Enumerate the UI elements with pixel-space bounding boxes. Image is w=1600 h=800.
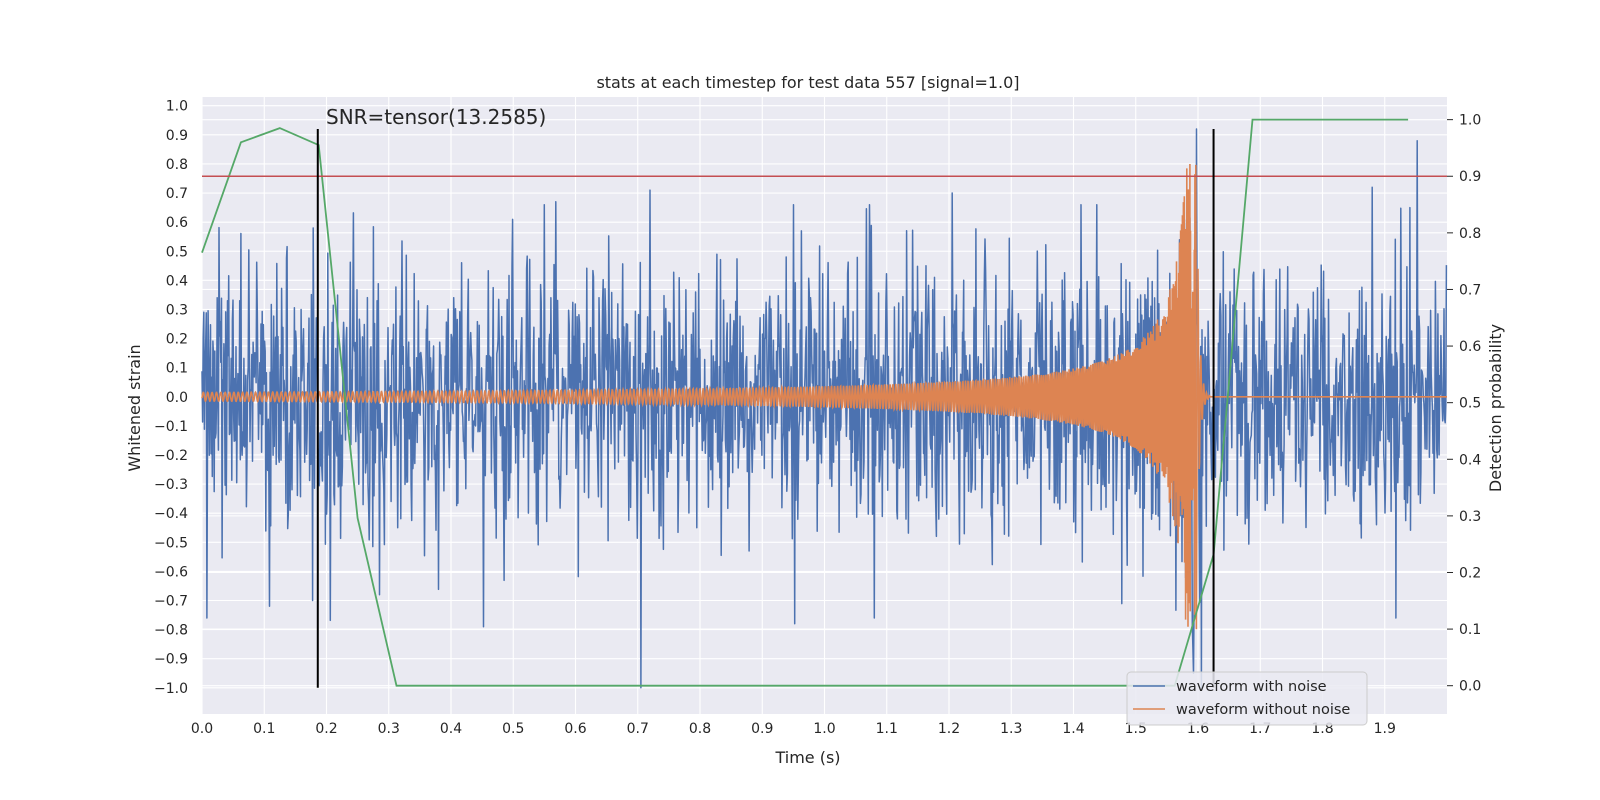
x-tick-label: 0.0: [191, 721, 213, 737]
y-axis-label: Whitened strain: [125, 344, 144, 471]
y2-tick-label: 0.1: [1459, 622, 1481, 638]
x-axis-label: Time (s): [774, 748, 840, 767]
y-tick-label: −0.3: [154, 477, 188, 493]
legend-label-noise: waveform with noise: [1176, 679, 1327, 695]
y2-tick-label: 0.2: [1459, 565, 1481, 581]
y-tick-label: 0.2: [166, 332, 188, 348]
y2-tick-label: 0.6: [1459, 339, 1481, 355]
y-tick-label: −0.2: [154, 448, 188, 464]
y-tick-label: 0.6: [166, 215, 188, 231]
y2-axis-ticks: 0.0 0.1 0.2 0.3 0.4 0.5 0.6 0.7 0.8 0.9 1.0: [1447, 113, 1481, 695]
y-tick-label: −1.0: [154, 681, 188, 697]
legend: waveform with noise waveform without noi…: [1126, 671, 1368, 726]
x-tick-label: 1.9: [1374, 721, 1396, 737]
y-tick-label: −0.6: [154, 564, 188, 580]
x-tick-label: 1.3: [1000, 721, 1022, 737]
y-tick-label: 0.9: [166, 128, 188, 144]
y-tick-label: −0.9: [154, 652, 188, 668]
x-tick-label: 0.3: [378, 721, 400, 737]
y-tick-label: 1.0: [166, 99, 188, 115]
x-tick-label: 1.4: [1062, 721, 1084, 737]
y-tick-label: −0.7: [154, 593, 188, 609]
y2-tick-label: 0.9: [1459, 169, 1481, 185]
x-tick-label: 1.1: [876, 721, 898, 737]
y2-tick-label: 0.8: [1459, 226, 1481, 242]
y-tick-label: −0.8: [154, 623, 188, 639]
y-tick-label: 0.7: [166, 186, 188, 202]
chart-title: stats at each timestep for test data 557…: [596, 73, 1019, 92]
x-tick-label: 0.7: [627, 721, 649, 737]
y2-tick-label: 0.7: [1459, 282, 1481, 298]
y-tick-label: −0.5: [154, 535, 188, 551]
y-tick-label: 0.5: [166, 244, 188, 260]
y2-tick-label: 0.5: [1459, 396, 1481, 412]
series-clean-line: [201, 163, 1447, 630]
y-tick-label: 0.4: [166, 273, 188, 289]
y-tick-label: 0.0: [166, 390, 188, 406]
x-tick-label: 0.6: [564, 721, 586, 737]
y-tick-label: −0.4: [154, 506, 188, 522]
x-tick-label: 0.2: [315, 721, 337, 737]
x-tick-label: 0.5: [502, 721, 524, 737]
y2-tick-label: 0.3: [1459, 509, 1481, 525]
y2-tick-label: 1.0: [1459, 113, 1481, 129]
x-tick-label: 1.0: [813, 721, 835, 737]
legend-label-no-noise: waveform without noise: [1176, 702, 1350, 718]
x-tick-label: 0.4: [440, 721, 462, 737]
x-tick-label: 0.1: [253, 721, 275, 737]
x-tick-label: 1.2: [938, 721, 960, 737]
y-tick-label: 0.8: [166, 157, 188, 173]
y2-tick-label: 0.0: [1459, 679, 1481, 695]
snr-annotation: SNR=tensor(13.2585): [326, 105, 546, 129]
y-tick-label: −0.1: [154, 419, 188, 435]
series-noise-line: [201, 128, 1448, 689]
x-tick-label: 0.8: [689, 721, 711, 737]
legend-box: [1126, 671, 1368, 726]
y-axis-ticks: 1.0 0.9 0.8 0.7 0.6 0.5 0.4 0.3 0.2 0.1 0.0 −0.1 −0.…: [154, 99, 188, 697]
y-tick-label: 0.1: [166, 361, 188, 377]
y2-axis-label: Detection probability: [1486, 324, 1505, 492]
y-tick-label: 0.3: [166, 302, 188, 318]
x-tick-label: 0.9: [751, 721, 773, 737]
y2-tick-label: 0.4: [1459, 452, 1481, 468]
